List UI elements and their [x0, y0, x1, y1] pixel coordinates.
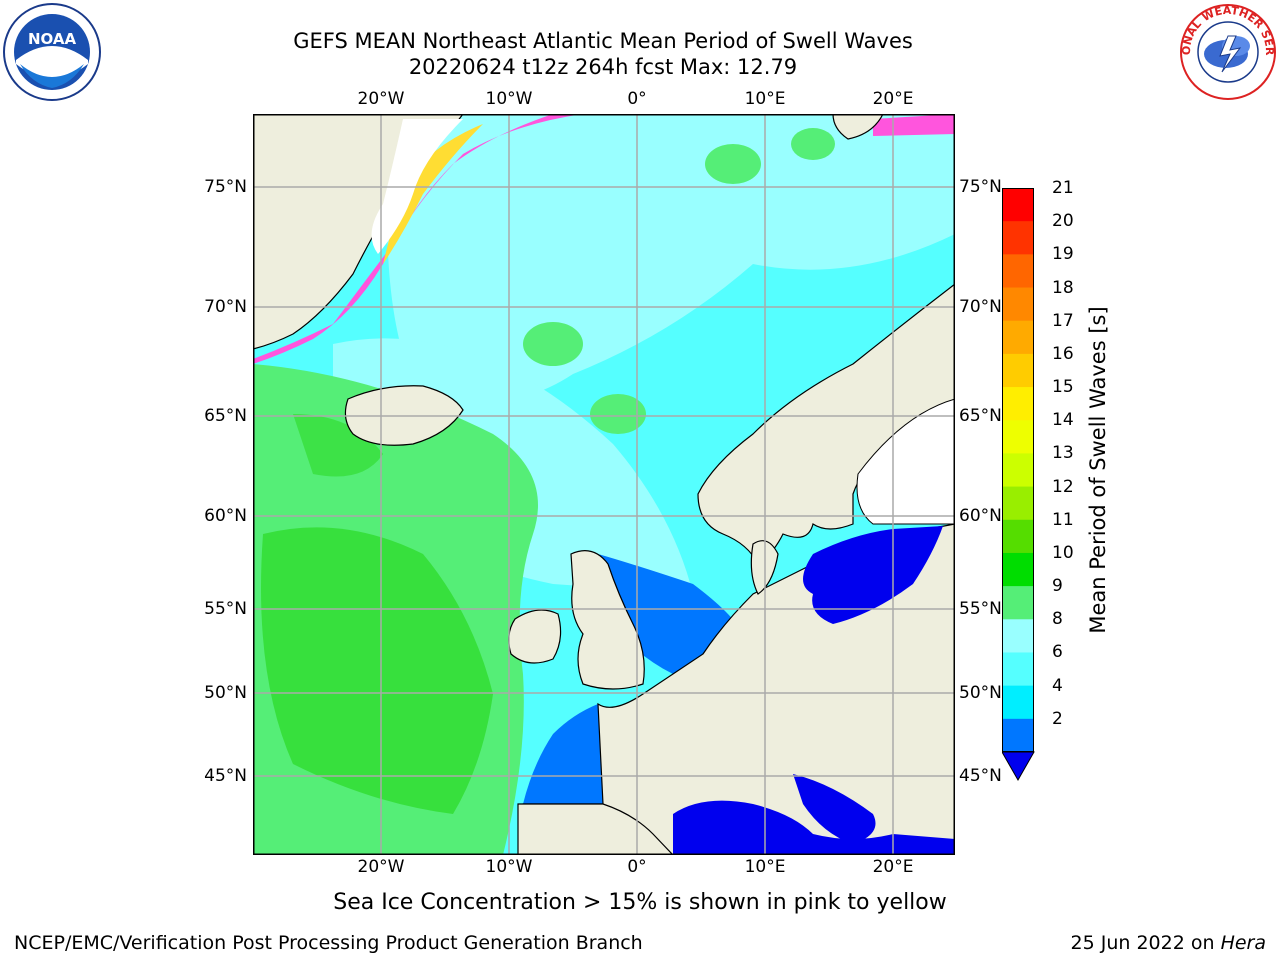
- greenland-ice-cap: [371, 119, 463, 254]
- colorbar-tick-label: 18: [1052, 277, 1074, 298]
- footer-date: 25 Jun 2022 on Hera: [1071, 932, 1266, 954]
- colorbar: [1002, 188, 1035, 782]
- lon-label-bottom: 0°: [627, 857, 647, 877]
- colorbar-segment: [1002, 652, 1034, 687]
- noaa-logo-text: NOAA: [28, 30, 77, 48]
- lon-label-bottom: 20°E: [872, 857, 914, 877]
- colorbar-segments: [1002, 188, 1034, 753]
- colorbar-segment: [1002, 221, 1034, 255]
- lat-label-left: 75°N: [204, 177, 247, 197]
- lat-label-right: 65°N: [959, 406, 1002, 426]
- colorbar-segment: [1002, 188, 1034, 222]
- footer-credit: NCEP/EMC/Verification Post Processing Pr…: [14, 932, 643, 954]
- swell-patch-3: [705, 144, 761, 184]
- chart-title: GEFS MEAN Northeast Atlantic Mean Period…: [293, 29, 913, 53]
- colorbar-segment: [1002, 586, 1034, 620]
- lat-label-left: 45°N: [204, 766, 247, 786]
- lat-label-left: 55°N: [204, 599, 247, 619]
- map-frame: [253, 114, 955, 855]
- sea-mediterranean: [673, 800, 955, 855]
- colorbar-segment: [1002, 254, 1034, 289]
- colorbar-tick-label: 8: [1052, 609, 1063, 630]
- lon-label-top: 10°E: [744, 89, 786, 109]
- colorbar-segment: [1002, 685, 1034, 720]
- lat-label-right: 45°N: [959, 766, 1002, 786]
- chart-subtitle: 20220624 t12z 264h fcst Max: 12.79: [408, 55, 798, 79]
- colorbar-label: Mean Period of Swell Waves [s]: [1086, 306, 1110, 634]
- swell-patch-4: [791, 128, 835, 160]
- lat-label-left: 50°N: [204, 683, 247, 703]
- colorbar-tick-label: 15: [1052, 377, 1074, 398]
- colorbar-tick-label: 2: [1052, 708, 1063, 729]
- colorbar-segment: [1002, 619, 1034, 653]
- colorbar-tick-label: 11: [1052, 509, 1074, 530]
- colorbar-segment: [1002, 287, 1034, 322]
- colorbar-segment: [1002, 353, 1034, 388]
- sea-adriatic-tyrrhenian: [793, 774, 876, 844]
- lat-label-right: 55°N: [959, 599, 1002, 619]
- colorbar-frame: [1002, 188, 1034, 752]
- colorbar-segment: [1002, 486, 1034, 521]
- land-ireland: [508, 609, 562, 664]
- colorbar-tick-label: 21: [1052, 178, 1074, 198]
- colorbar-segment: [1002, 387, 1034, 421]
- colorbar-segment: [1002, 718, 1034, 753]
- sea-ice-caption: Sea Ice Concentration > 15% is shown in …: [333, 890, 947, 915]
- colorbar-tick-label: 12: [1052, 476, 1074, 497]
- colorbar-tick-label: 13: [1052, 443, 1074, 464]
- colorbar-tick-label: 19: [1052, 244, 1074, 265]
- lat-label-right: 75°N: [959, 177, 1002, 197]
- colorbar-segment: [1002, 453, 1034, 488]
- swell-patch-1: [523, 322, 583, 366]
- lat-label-right: 70°N: [959, 297, 1002, 317]
- colorbar-tick-label: 20: [1052, 211, 1074, 232]
- lat-label-right: 50°N: [959, 683, 1002, 703]
- lat-label-right: 60°N: [959, 506, 1002, 526]
- colorbar-tick-label: 16: [1052, 343, 1074, 364]
- swell-patch-2: [590, 394, 646, 434]
- colorbar-tick-label: 17: [1052, 310, 1074, 331]
- lon-label-bottom: 10°E: [744, 857, 786, 877]
- lat-label-left: 65°N: [204, 406, 247, 426]
- lon-label-bottom: 10°W: [485, 857, 533, 877]
- colorbar-tick-label: 10: [1052, 542, 1074, 563]
- nws-logo: NATIONAL WEATHER SERVICE: [1178, 2, 1276, 100]
- graticule: [253, 114, 955, 855]
- short-swell-biscay: [523, 704, 603, 804]
- sea-baltic: [803, 526, 943, 624]
- lon-label-top: 20°W: [357, 89, 405, 109]
- land-svalbard: [832, 114, 884, 140]
- colorbar-tick-label: 4: [1052, 675, 1063, 696]
- lat-label-left: 60°N: [204, 506, 247, 526]
- lon-label-top: 0°: [627, 89, 647, 109]
- lon-label-top: 10°W: [485, 89, 533, 109]
- lon-label-top: 20°E: [872, 89, 914, 109]
- colorbar-tick-label: 9: [1052, 576, 1063, 597]
- swell-zone-iceland-south: [293, 414, 383, 477]
- colorbar-segment: [1002, 320, 1034, 355]
- footer-date-text: 25 Jun 2022 on: [1070, 932, 1221, 954]
- colorbar-tick-label: 14: [1052, 410, 1074, 431]
- lon-label-bottom: 20°W: [357, 857, 405, 877]
- land-great-britain: [570, 550, 645, 690]
- colorbar-segment: [1002, 519, 1034, 554]
- colorbar-segment: [1002, 420, 1034, 454]
- colorbar-extend-arrow: [1002, 751, 1035, 782]
- colorbar-segment: [1002, 552, 1034, 587]
- swell-period-map: [253, 114, 955, 855]
- colorbar-tick-label: 6: [1052, 642, 1063, 663]
- noaa-logo: NOAA: [3, 3, 101, 101]
- footer-host: Hera: [1220, 932, 1266, 954]
- swell-zone-peak: [261, 527, 493, 814]
- lat-label-left: 70°N: [204, 297, 247, 317]
